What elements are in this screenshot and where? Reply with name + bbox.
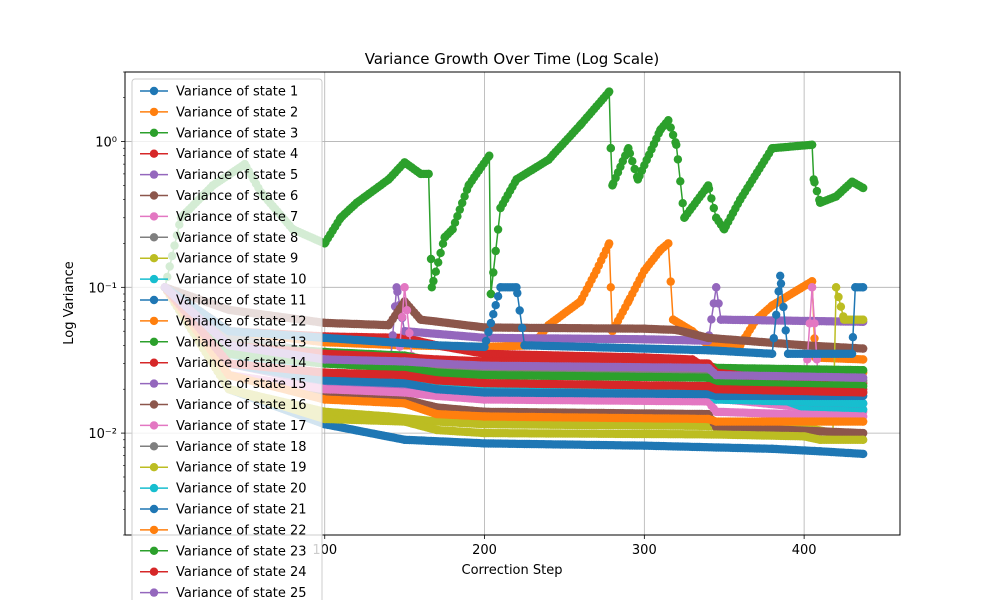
data-point: [484, 327, 493, 337]
data-point: [807, 140, 817, 149]
data-point: [812, 186, 822, 196]
data-point: [515, 306, 524, 315]
data-point: [810, 178, 819, 187]
data-point: [774, 287, 783, 296]
data-point: [630, 164, 639, 174]
data-point: [714, 299, 723, 308]
data-point: [628, 157, 637, 166]
data-point: [605, 87, 614, 96]
data-point: [810, 319, 819, 328]
data-point: [453, 212, 462, 221]
data-point: [493, 225, 503, 234]
data-point: [625, 149, 635, 158]
data-point: [402, 306, 412, 315]
data-point: [769, 334, 778, 343]
data-point: [460, 192, 469, 201]
data-point: [768, 349, 777, 358]
data-point: [400, 283, 409, 292]
data-point: [491, 246, 500, 256]
data-point: [776, 271, 785, 280]
data-point: [807, 277, 817, 286]
data-point: [388, 331, 397, 340]
data-point: [448, 225, 457, 234]
data-point: [848, 333, 858, 342]
data-point: [513, 288, 522, 298]
data-point: [779, 302, 788, 312]
data-point: [431, 267, 440, 276]
data-point: [709, 203, 718, 213]
data-point: [436, 248, 445, 258]
data-point: [712, 283, 721, 292]
data-point: [859, 283, 868, 292]
data-point: [606, 283, 615, 292]
data-point: [606, 144, 615, 153]
data-point: [834, 292, 843, 302]
data-point: [485, 151, 494, 160]
data-point: [481, 336, 491, 346]
data-point: [859, 183, 868, 193]
data-point: [664, 116, 673, 125]
data-point: [664, 239, 673, 248]
data-point: [707, 315, 716, 324]
data-point: [672, 140, 681, 149]
data-point: [426, 254, 436, 264]
data-point: [859, 344, 868, 353]
data-point: [668, 130, 678, 140]
data-point: [707, 194, 716, 203]
data-point: [847, 349, 857, 358]
data-point: [493, 292, 503, 301]
data-point: [666, 277, 675, 286]
series-lines: [160, 87, 868, 459]
data-point: [486, 318, 496, 328]
data-point: [429, 276, 438, 286]
data-point: [605, 239, 614, 248]
data-point: [489, 310, 498, 319]
data-point: [438, 239, 448, 248]
data-point: [859, 355, 868, 364]
data-point: [776, 279, 786, 288]
data-point: [450, 218, 460, 227]
data-point: [434, 258, 443, 267]
data-point: [486, 289, 496, 299]
data-point: [489, 268, 498, 277]
data-point: [836, 302, 846, 311]
data-point: [781, 326, 790, 335]
data-point: [398, 312, 407, 322]
data-point: [807, 283, 817, 292]
data-point: [393, 287, 402, 296]
data-point: [424, 169, 433, 179]
data-point: [673, 155, 683, 164]
data-point: [676, 177, 685, 186]
data-point: [405, 328, 414, 338]
data-point: [455, 205, 464, 214]
data-point: [831, 283, 841, 292]
data-point: [859, 366, 868, 375]
data-point: [772, 310, 781, 319]
data-point: [810, 334, 819, 343]
data-point: [517, 323, 527, 333]
data-point: [458, 198, 467, 208]
data-point: [491, 301, 500, 310]
data-point: [666, 123, 675, 132]
data-point: [859, 315, 868, 324]
data-point: [859, 449, 868, 459]
data-point: [678, 199, 687, 208]
series-6: [160, 283, 868, 353]
data-point: [704, 184, 714, 193]
